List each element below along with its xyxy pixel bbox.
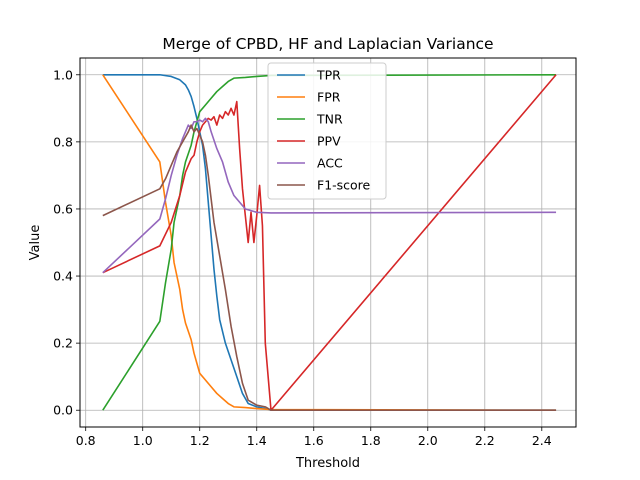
- x-tick-label: 0.8: [76, 433, 96, 448]
- x-tick-label: 1.8: [361, 433, 381, 448]
- legend-label-ppv: PPV: [317, 134, 341, 149]
- legend-label-tnr: TNR: [316, 112, 343, 127]
- series-line-ppv: [102, 74, 557, 412]
- y-tick-label: 0.2: [53, 336, 73, 351]
- legend-label-fpr: FPR: [317, 90, 341, 105]
- y-tick-label: 0.4: [53, 269, 73, 284]
- series-line-f1-score: [102, 124, 557, 412]
- legend: TPR FPR TNR PPV ACC F1-score: [267, 62, 387, 200]
- chart-title: Merge of CPBD, HF and Laplacian Variance: [162, 35, 493, 53]
- x-axis-label: Threshold: [295, 456, 360, 471]
- series-line-tpr: [102, 73, 557, 412]
- legend-label-tpr: TPR: [316, 68, 341, 83]
- plot-area-frame: [79, 57, 577, 428]
- x-tick-label: 1.0: [133, 433, 153, 448]
- y-axis-label: Value: [28, 225, 43, 261]
- legend-label-f1-score: F1-score: [317, 178, 371, 193]
- axis-ticks: 0.8 1.0 1.2 1.4 1.6 1.8 2.0 2.2 2.4 0.0 0.2 0.4 0.6 0…: [53, 67, 552, 448]
- x-tick-label: 1.4: [247, 433, 267, 448]
- series-line-tnr: [102, 73, 557, 411]
- y-tick-label: 1.0: [53, 67, 73, 82]
- y-tick-label: 0.0: [53, 403, 73, 418]
- series-line-fpr: [102, 74, 557, 412]
- y-tick-label: 0.8: [53, 134, 73, 149]
- legend-label-acc: ACC: [317, 156, 343, 171]
- x-tick-label: 1.6: [304, 433, 324, 448]
- series-line-acc: [102, 117, 557, 274]
- x-tick-label: 1.2: [190, 433, 210, 448]
- y-tick-label: 0.6: [53, 201, 73, 216]
- x-tick-label: 2.2: [475, 433, 495, 448]
- x-tick-label: 2.0: [418, 433, 438, 448]
- series-lines: [102, 73, 557, 412]
- x-tick-label: 2.4: [532, 433, 552, 448]
